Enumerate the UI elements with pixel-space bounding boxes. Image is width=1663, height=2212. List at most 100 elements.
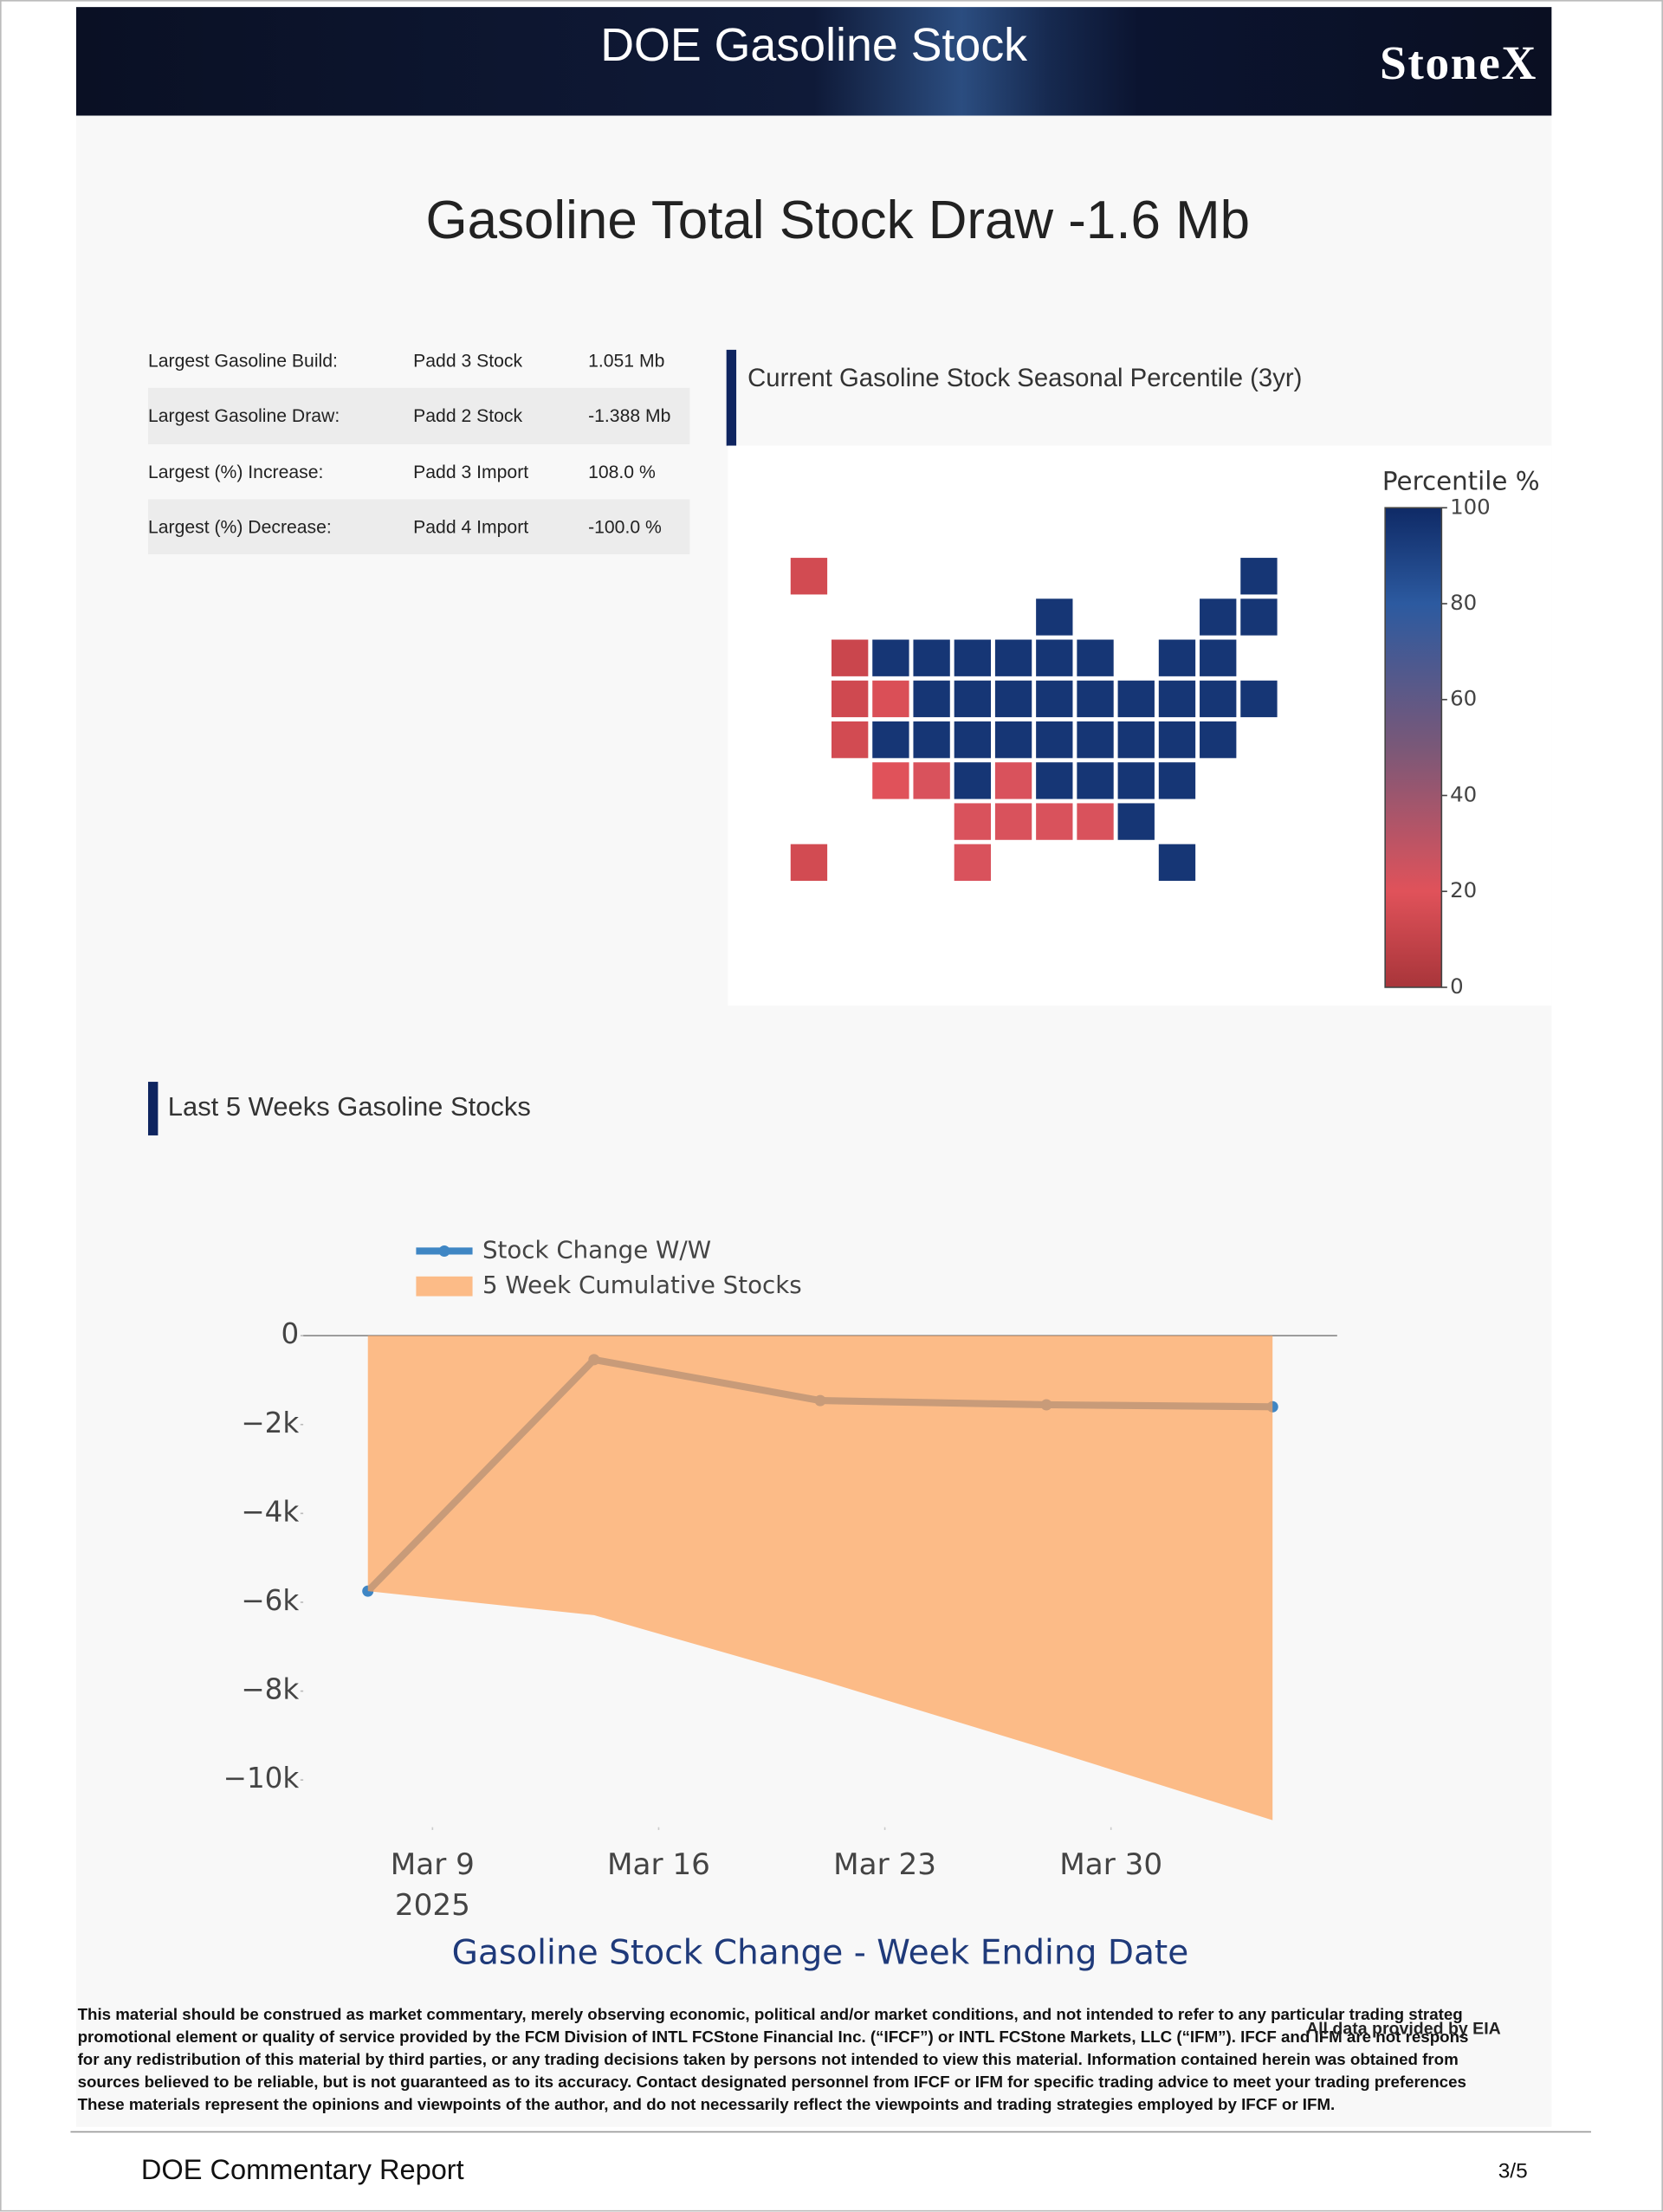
y-tick-label: −6k [241, 1584, 299, 1617]
state [1157, 637, 1197, 678]
x-tick-label: Mar 30 [1059, 1847, 1162, 1882]
table-cell: Padd 4 Import [413, 516, 529, 538]
state [993, 760, 1033, 801]
x-tick-label: Mar 9 [391, 1847, 475, 1882]
state [1075, 720, 1116, 760]
colorbar-tick-label: 40 [1450, 781, 1477, 806]
state [870, 720, 911, 760]
state [1075, 801, 1116, 842]
colorbar-tick-label: 20 [1450, 877, 1477, 902]
legend-swatch [416, 1276, 473, 1297]
state [1075, 637, 1116, 678]
table-cell: Padd 2 Stock [413, 405, 523, 427]
table-cell: 108.0 % [588, 461, 656, 482]
table-cell: Largest Gasoline Build: [147, 350, 338, 372]
x-tick-label: Mar 23 [833, 1847, 936, 1882]
state [911, 679, 952, 719]
map-title: Current Gasoline Stock Seasonal Percenti… [747, 364, 1303, 392]
table-row: Largest (%) Increase: Padd 3 Import 108.0 … [148, 443, 689, 499]
y-tick-label: −4k [241, 1495, 299, 1528]
page-number: 3/5 [1498, 2159, 1528, 2183]
state [953, 637, 993, 678]
state [911, 720, 952, 760]
summary-table: Largest Gasoline Build: Padd 3 Stock 1.051… [147, 333, 690, 555]
state [1075, 760, 1116, 801]
footer-title: DOE Commentary Report [140, 2155, 464, 2187]
disclaimer: This material should be construed as mar… [78, 2004, 1552, 2117]
colorbar-tick-label: 80 [1450, 590, 1477, 615]
state [1116, 760, 1156, 801]
footer-rule [70, 2131, 1591, 2133]
table-row: Largest Gasoline Draw: Padd 2 Stock -1.388… [147, 388, 690, 444]
state [1198, 679, 1239, 719]
source-note: All data provided by EIA [1305, 2018, 1501, 2039]
state [1116, 679, 1156, 719]
legend-label: Stock Change W/W [482, 1235, 711, 1264]
state [789, 843, 829, 883]
state [1157, 720, 1197, 760]
legend-label: 5 Week Cumulative Stocks [482, 1271, 802, 1299]
state [953, 760, 993, 801]
state [1239, 597, 1279, 637]
state [1198, 597, 1239, 637]
state [1116, 801, 1156, 842]
table-cell: Largest (%) Increase: [147, 461, 324, 482]
header-banner: DOE Gasoline Stock StoneX [75, 7, 1552, 116]
state [1239, 679, 1279, 719]
state [1157, 843, 1197, 883]
state [1198, 637, 1239, 678]
state [993, 637, 1033, 678]
state [1116, 720, 1156, 760]
title-accent [147, 1082, 159, 1135]
table-cell: -100.0 % [588, 516, 662, 538]
state [1034, 637, 1075, 678]
state [1034, 679, 1075, 719]
state [1198, 720, 1239, 760]
table-cell: -1.388 Mb [588, 405, 671, 427]
disclaimer-line: These materials represent the opinions a… [77, 2097, 1336, 2115]
disclaimer-line: for any redistribution of this material … [77, 2052, 1459, 2070]
area [367, 1336, 1273, 1821]
state [911, 637, 952, 678]
table-cell: Padd 3 Import [413, 461, 529, 482]
state [993, 801, 1033, 842]
table-cell: Padd 3 Stock [413, 350, 523, 372]
x-year-label: 2025 [395, 1888, 470, 1923]
y-tick-label: −8k [241, 1673, 299, 1706]
table-cell: Largest Gasoline Draw: [147, 405, 340, 427]
y-tick-label: 0 [281, 1317, 300, 1350]
table-cell: Largest (%) Decrease: [147, 516, 332, 538]
y-tick-label: −2k [241, 1407, 299, 1439]
state [953, 843, 993, 883]
brand-logo: StoneX [1380, 37, 1538, 91]
table-row: Largest Gasoline Build: Padd 3 Stock 1.051… [148, 333, 689, 388]
header-title: DOE Gasoline Stock [600, 18, 1028, 71]
state [911, 760, 952, 801]
table-row: Largest (%) Decrease: Padd 4 Import -100.0… [147, 499, 690, 555]
colorbar [1384, 507, 1443, 988]
title-accent [726, 349, 737, 446]
legend-marker [438, 1245, 450, 1257]
state [870, 679, 911, 719]
disclaimer-line: This material should be construed as mar… [77, 2007, 1463, 2024]
x-axis-title: Gasoline Stock Change - Week Ending Date [452, 1934, 1189, 1973]
state [1034, 720, 1075, 760]
state [1157, 760, 1197, 801]
state [1157, 679, 1197, 719]
disclaimer-line: promotional element or quality of servic… [77, 2029, 1469, 2047]
state [953, 720, 993, 760]
state [1075, 679, 1116, 719]
state [1034, 760, 1075, 801]
section-title: Last 5 Weeks Gasoline Stocks [167, 1093, 531, 1123]
colorbar-tick-label: 100 [1450, 494, 1491, 519]
state [830, 679, 870, 719]
state [1034, 597, 1075, 637]
colorbar-tick-label: 60 [1450, 686, 1477, 711]
state [830, 720, 870, 760]
colorbar-tick-label: 0 [1450, 973, 1464, 999]
state [953, 801, 993, 842]
